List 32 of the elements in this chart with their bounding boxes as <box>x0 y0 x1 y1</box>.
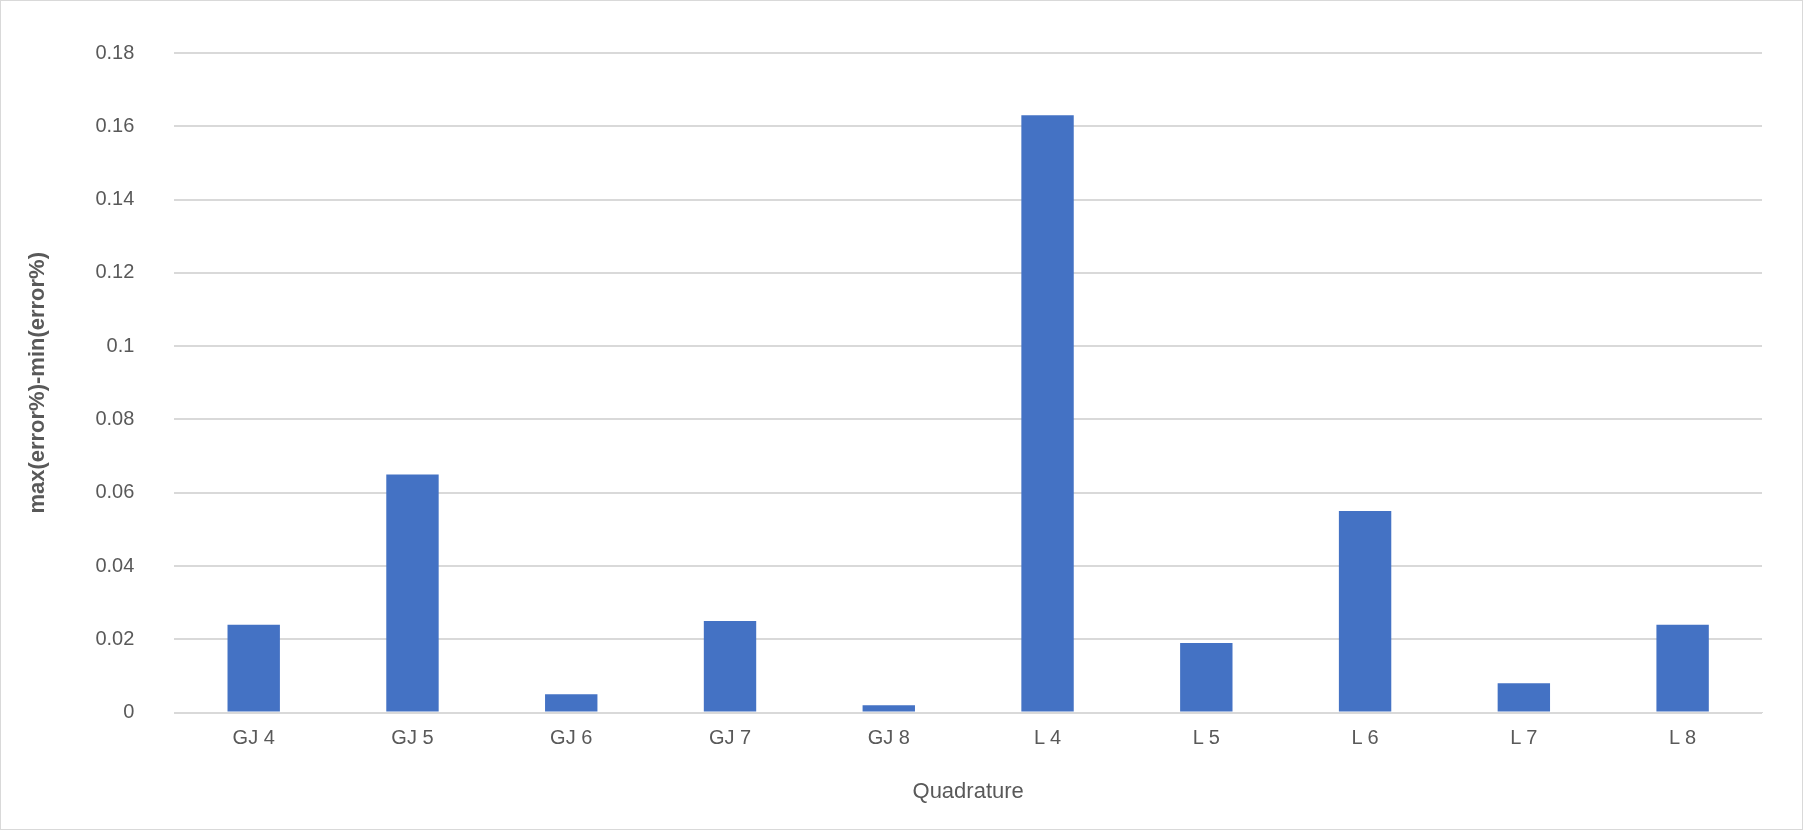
bar <box>1021 115 1074 712</box>
y-tick-label: 0.12 <box>95 260 135 283</box>
y-tick-label: 0.06 <box>95 480 135 503</box>
x-tick-label: GJ 5 <box>391 726 434 749</box>
bar <box>545 694 598 712</box>
x-tick-label: L 5 <box>1192 726 1220 749</box>
bar <box>703 620 757 712</box>
y-tick-label: 0.18 <box>95 40 135 63</box>
x-axis-title: Quadrature <box>912 777 1024 803</box>
y-tick-label: 0 <box>123 700 135 723</box>
bar <box>1497 683 1551 712</box>
x-tick-label: GJ 6 <box>550 726 593 749</box>
x-tick-label: L 8 <box>1669 726 1697 749</box>
bar <box>862 705 915 712</box>
x-tick-label: L 6 <box>1351 726 1379 749</box>
bar <box>1338 511 1392 712</box>
x-tick-label: L 7 <box>1510 726 1538 749</box>
bar <box>1180 642 1233 712</box>
y-tick-label: 0.04 <box>95 553 135 576</box>
x-tick-label: GJ 7 <box>708 726 752 749</box>
x-tick-label: L 4 <box>1034 726 1062 749</box>
y-tick-label: 0.08 <box>95 406 135 429</box>
bar <box>227 624 280 712</box>
x-tick-label: GJ 4 <box>232 726 275 749</box>
y-tick-label: 0.14 <box>95 187 135 210</box>
y-tick-label: 0.16 <box>95 113 135 136</box>
x-tick-label: GJ 8 <box>867 726 910 749</box>
bar <box>386 474 439 712</box>
y-tick-label: 0.02 <box>95 626 135 649</box>
bar <box>1656 624 1709 712</box>
y-tick-label: 0.1 <box>106 333 135 356</box>
y-axis-title: max(error%)-min(error%) <box>24 251 50 514</box>
